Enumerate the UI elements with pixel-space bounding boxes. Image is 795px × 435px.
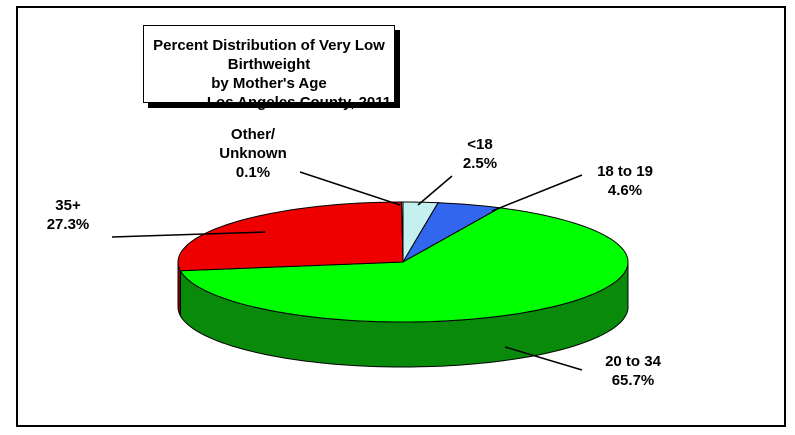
title-line: Los Angeles County, 2011 bbox=[206, 94, 392, 111]
leader-line bbox=[299, 171, 401, 206]
category-label: <18 bbox=[467, 136, 493, 153]
value-label: 4.6% bbox=[607, 182, 643, 199]
slice-label: 35+ 27.3% bbox=[28, 196, 108, 234]
category-label: 20 to 34 bbox=[605, 353, 661, 370]
leader-line bbox=[491, 174, 583, 212]
slice-label: 18 to 19 4.6% bbox=[580, 162, 670, 200]
slice bbox=[401, 201, 404, 263]
value-label: 65.7% bbox=[611, 372, 655, 389]
slice-label: <18 2.5% bbox=[440, 135, 520, 173]
slice bbox=[401, 202, 502, 264]
leader-line bbox=[111, 231, 266, 238]
slice-label: 20 to 34 65.7% bbox=[588, 352, 678, 390]
chart-title: Percent Distribution of Very Low Birthwe… bbox=[143, 25, 395, 111]
value-label: 2.5% bbox=[462, 155, 498, 172]
value-label: 27.3% bbox=[46, 216, 90, 233]
leader-line bbox=[504, 346, 583, 371]
category-label: 35+ bbox=[55, 197, 81, 214]
slice-label: Other/ Unknown 0.1% bbox=[213, 125, 293, 182]
leader-line bbox=[417, 175, 453, 206]
category-label: Other/ Unknown bbox=[219, 126, 287, 162]
title-line: Percent Distribution of Very Low Birthwe… bbox=[153, 37, 385, 73]
value-label: 0.1% bbox=[235, 164, 271, 181]
title-line: by Mother's Age bbox=[211, 75, 327, 92]
slice bbox=[179, 207, 629, 323]
slice bbox=[177, 201, 404, 272]
category-label: 18 to 19 bbox=[597, 163, 653, 180]
